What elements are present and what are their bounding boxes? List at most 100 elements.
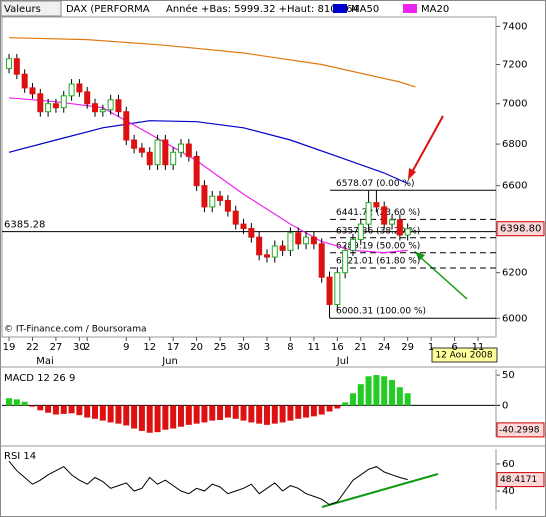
y-tick-label: 6200 bbox=[502, 268, 527, 279]
macd-bar bbox=[263, 405, 270, 425]
candle-body bbox=[123, 111, 130, 141]
x-tick-label: 6 bbox=[451, 342, 457, 353]
macd-bar bbox=[131, 405, 138, 429]
candle-body bbox=[357, 223, 364, 240]
main-frame bbox=[1, 16, 497, 338]
fib-label: 6578.07 (0.00 %) bbox=[336, 179, 415, 189]
macd-bar bbox=[162, 405, 169, 430]
fib-label: 6441.72 (23.60 %) bbox=[336, 208, 420, 218]
candle-body bbox=[396, 219, 403, 236]
macd-bar bbox=[240, 405, 247, 421]
y-tick-label: 6600 bbox=[502, 181, 527, 192]
macd-bar bbox=[303, 405, 310, 418]
macd-bar bbox=[318, 405, 325, 415]
candle-body bbox=[224, 199, 231, 212]
macd-bar bbox=[232, 405, 239, 419]
red-arrow-head bbox=[408, 168, 416, 180]
candle-body bbox=[13, 58, 20, 75]
candle-body bbox=[404, 228, 411, 236]
x-tick-label: 11 bbox=[472, 342, 485, 353]
selector[interactable] bbox=[0, 0, 62, 17]
candle-body bbox=[84, 91, 91, 105]
candle-body bbox=[92, 103, 99, 113]
x-tick-label: 3 bbox=[264, 342, 270, 353]
fib-label: 6357.36 (38.20 %) bbox=[336, 226, 420, 236]
macd-bar bbox=[92, 405, 99, 419]
x-tick-label: 16 bbox=[331, 342, 344, 353]
x-tick-label: 24 bbox=[378, 342, 391, 353]
rsi-line bbox=[8, 460, 408, 506]
macd-bar bbox=[193, 405, 200, 424]
value-box bbox=[496, 422, 545, 438]
macd-bar bbox=[29, 405, 36, 407]
red-arrow bbox=[410, 115, 444, 175]
macd-bar bbox=[60, 405, 67, 414]
macd-bar bbox=[404, 393, 411, 406]
candle-body bbox=[287, 232, 294, 251]
candle-body bbox=[107, 99, 114, 111]
candle-body bbox=[326, 276, 333, 305]
macd-bar bbox=[256, 405, 263, 424]
x-tick-label: 30 bbox=[237, 342, 250, 353]
macd-bar bbox=[279, 405, 286, 423]
candle-body bbox=[170, 151, 177, 166]
panel-title: MACD 12 26 9 bbox=[4, 373, 75, 384]
green-arrow bbox=[418, 255, 468, 300]
candle-body bbox=[334, 272, 341, 305]
selector-label[interactable]: Valeurs bbox=[4, 4, 41, 15]
macd-bar bbox=[326, 405, 333, 412]
macd-bar bbox=[99, 405, 106, 421]
macd-bar bbox=[201, 405, 208, 423]
y-tick-label: 50 bbox=[502, 370, 515, 381]
x-tick-label: 17 bbox=[167, 342, 180, 353]
x-tick-label: 22 bbox=[26, 342, 39, 353]
macd-bar bbox=[115, 405, 122, 424]
x-tick-label: 25 bbox=[214, 342, 227, 353]
panel-title: RSI 14 bbox=[4, 451, 36, 462]
macd-bar bbox=[154, 405, 161, 433]
x-tick-label: 1 bbox=[428, 342, 434, 353]
macd-bar bbox=[37, 405, 44, 411]
fib-label: 6221.01 (61.80 %) bbox=[336, 256, 420, 266]
y-tick-label: 6000 bbox=[502, 313, 527, 324]
y-tick-label: 7200 bbox=[502, 60, 527, 71]
candle-body bbox=[76, 83, 83, 93]
candle-body bbox=[389, 219, 396, 225]
price-label: 6398.80 bbox=[500, 224, 541, 235]
macd-bar bbox=[138, 405, 145, 431]
candle-body bbox=[310, 236, 317, 245]
macd-bar bbox=[107, 405, 114, 423]
legend-swatch bbox=[333, 4, 347, 13]
macd-bar bbox=[248, 405, 255, 423]
y-tick-label: 40 bbox=[502, 486, 515, 497]
macd-bar bbox=[52, 405, 59, 415]
x-tick-label: 27 bbox=[50, 342, 63, 353]
x-tick-label: 11 bbox=[308, 342, 321, 353]
value-box bbox=[496, 472, 545, 488]
price-box bbox=[496, 221, 545, 237]
macd-bar bbox=[68, 405, 75, 414]
macd-bar bbox=[209, 405, 216, 421]
candle-body bbox=[177, 143, 184, 153]
candle-body bbox=[115, 99, 122, 113]
macd-bar bbox=[170, 405, 177, 429]
candle-body bbox=[52, 103, 59, 109]
symbol: DAX (PERFORMA bbox=[66, 4, 150, 15]
macd-bar bbox=[146, 405, 153, 433]
macd-bar bbox=[396, 387, 403, 406]
candle-body bbox=[263, 254, 270, 258]
legend-label: MA50 bbox=[351, 4, 379, 15]
y-tick-label: 7000 bbox=[502, 99, 527, 110]
macd-bar bbox=[13, 399, 20, 406]
level-label: 6385.28 bbox=[4, 220, 45, 231]
month-label: Jul bbox=[336, 356, 349, 367]
macd-bar bbox=[123, 405, 130, 426]
candle-body bbox=[21, 73, 28, 89]
ma-line bbox=[8, 37, 416, 88]
y-tick-label: 6800 bbox=[502, 139, 527, 150]
candle-body bbox=[303, 236, 310, 245]
value-label: -40.2998 bbox=[499, 425, 540, 435]
candle-body bbox=[193, 155, 200, 187]
macd-bar bbox=[217, 405, 224, 420]
